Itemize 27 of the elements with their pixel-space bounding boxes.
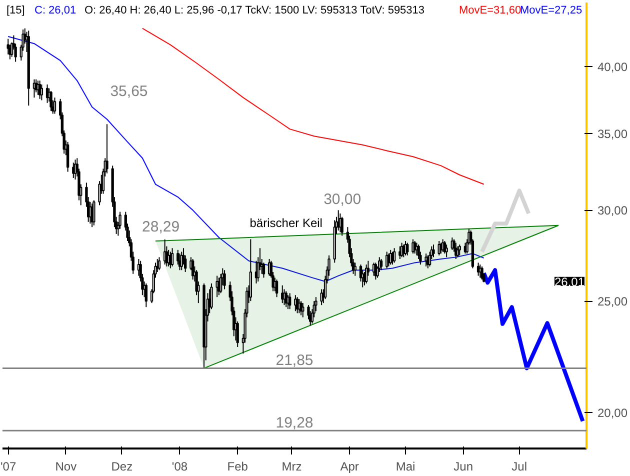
annotation: 30,00 — [324, 191, 362, 208]
x-tick-label: Jun — [454, 460, 474, 474]
y-tick-label: 25,00 — [598, 294, 628, 309]
x-tick-label: Feb — [227, 460, 248, 474]
x-tick-label: Jul — [512, 460, 528, 474]
annotation: 28,29 — [142, 218, 180, 236]
annotation: 35,65 — [110, 83, 148, 100]
x-tick-label: '07 — [0, 460, 16, 474]
annotation: O: 26,40 H: 26,40 L: 25,96 -0,17 TckV: 1500 LV: 595313 TotV: 595313 — [84, 4, 425, 16]
annotation: MovE=27,25 — [520, 4, 582, 16]
y-tick-label: 30,00 — [598, 204, 628, 218]
x-tick-label: Nov — [55, 460, 77, 474]
x-tick-label: Dez — [111, 460, 133, 474]
annotation: 26,01 — [554, 274, 585, 289]
x-tick-label: Mai — [396, 460, 416, 474]
x-tick-label: '08 — [172, 460, 188, 474]
annotation: MovE=31,60 — [459, 4, 522, 16]
ref-line-label: 19,28 — [276, 414, 314, 432]
annotation: bärischer Keil — [250, 216, 322, 230]
annotation: [15] — [6, 4, 25, 16]
y-tick-label: 20,00 — [598, 406, 628, 420]
x-tick-label: Apr — [340, 460, 359, 474]
y-tick-label: 40,00 — [598, 60, 628, 74]
annotation: C: 26,01 — [34, 4, 76, 16]
y-tick-label: 35,00 — [598, 126, 628, 141]
ref-line-label: 21,85 — [276, 352, 314, 370]
x-tick-label: Mrz — [282, 460, 302, 474]
